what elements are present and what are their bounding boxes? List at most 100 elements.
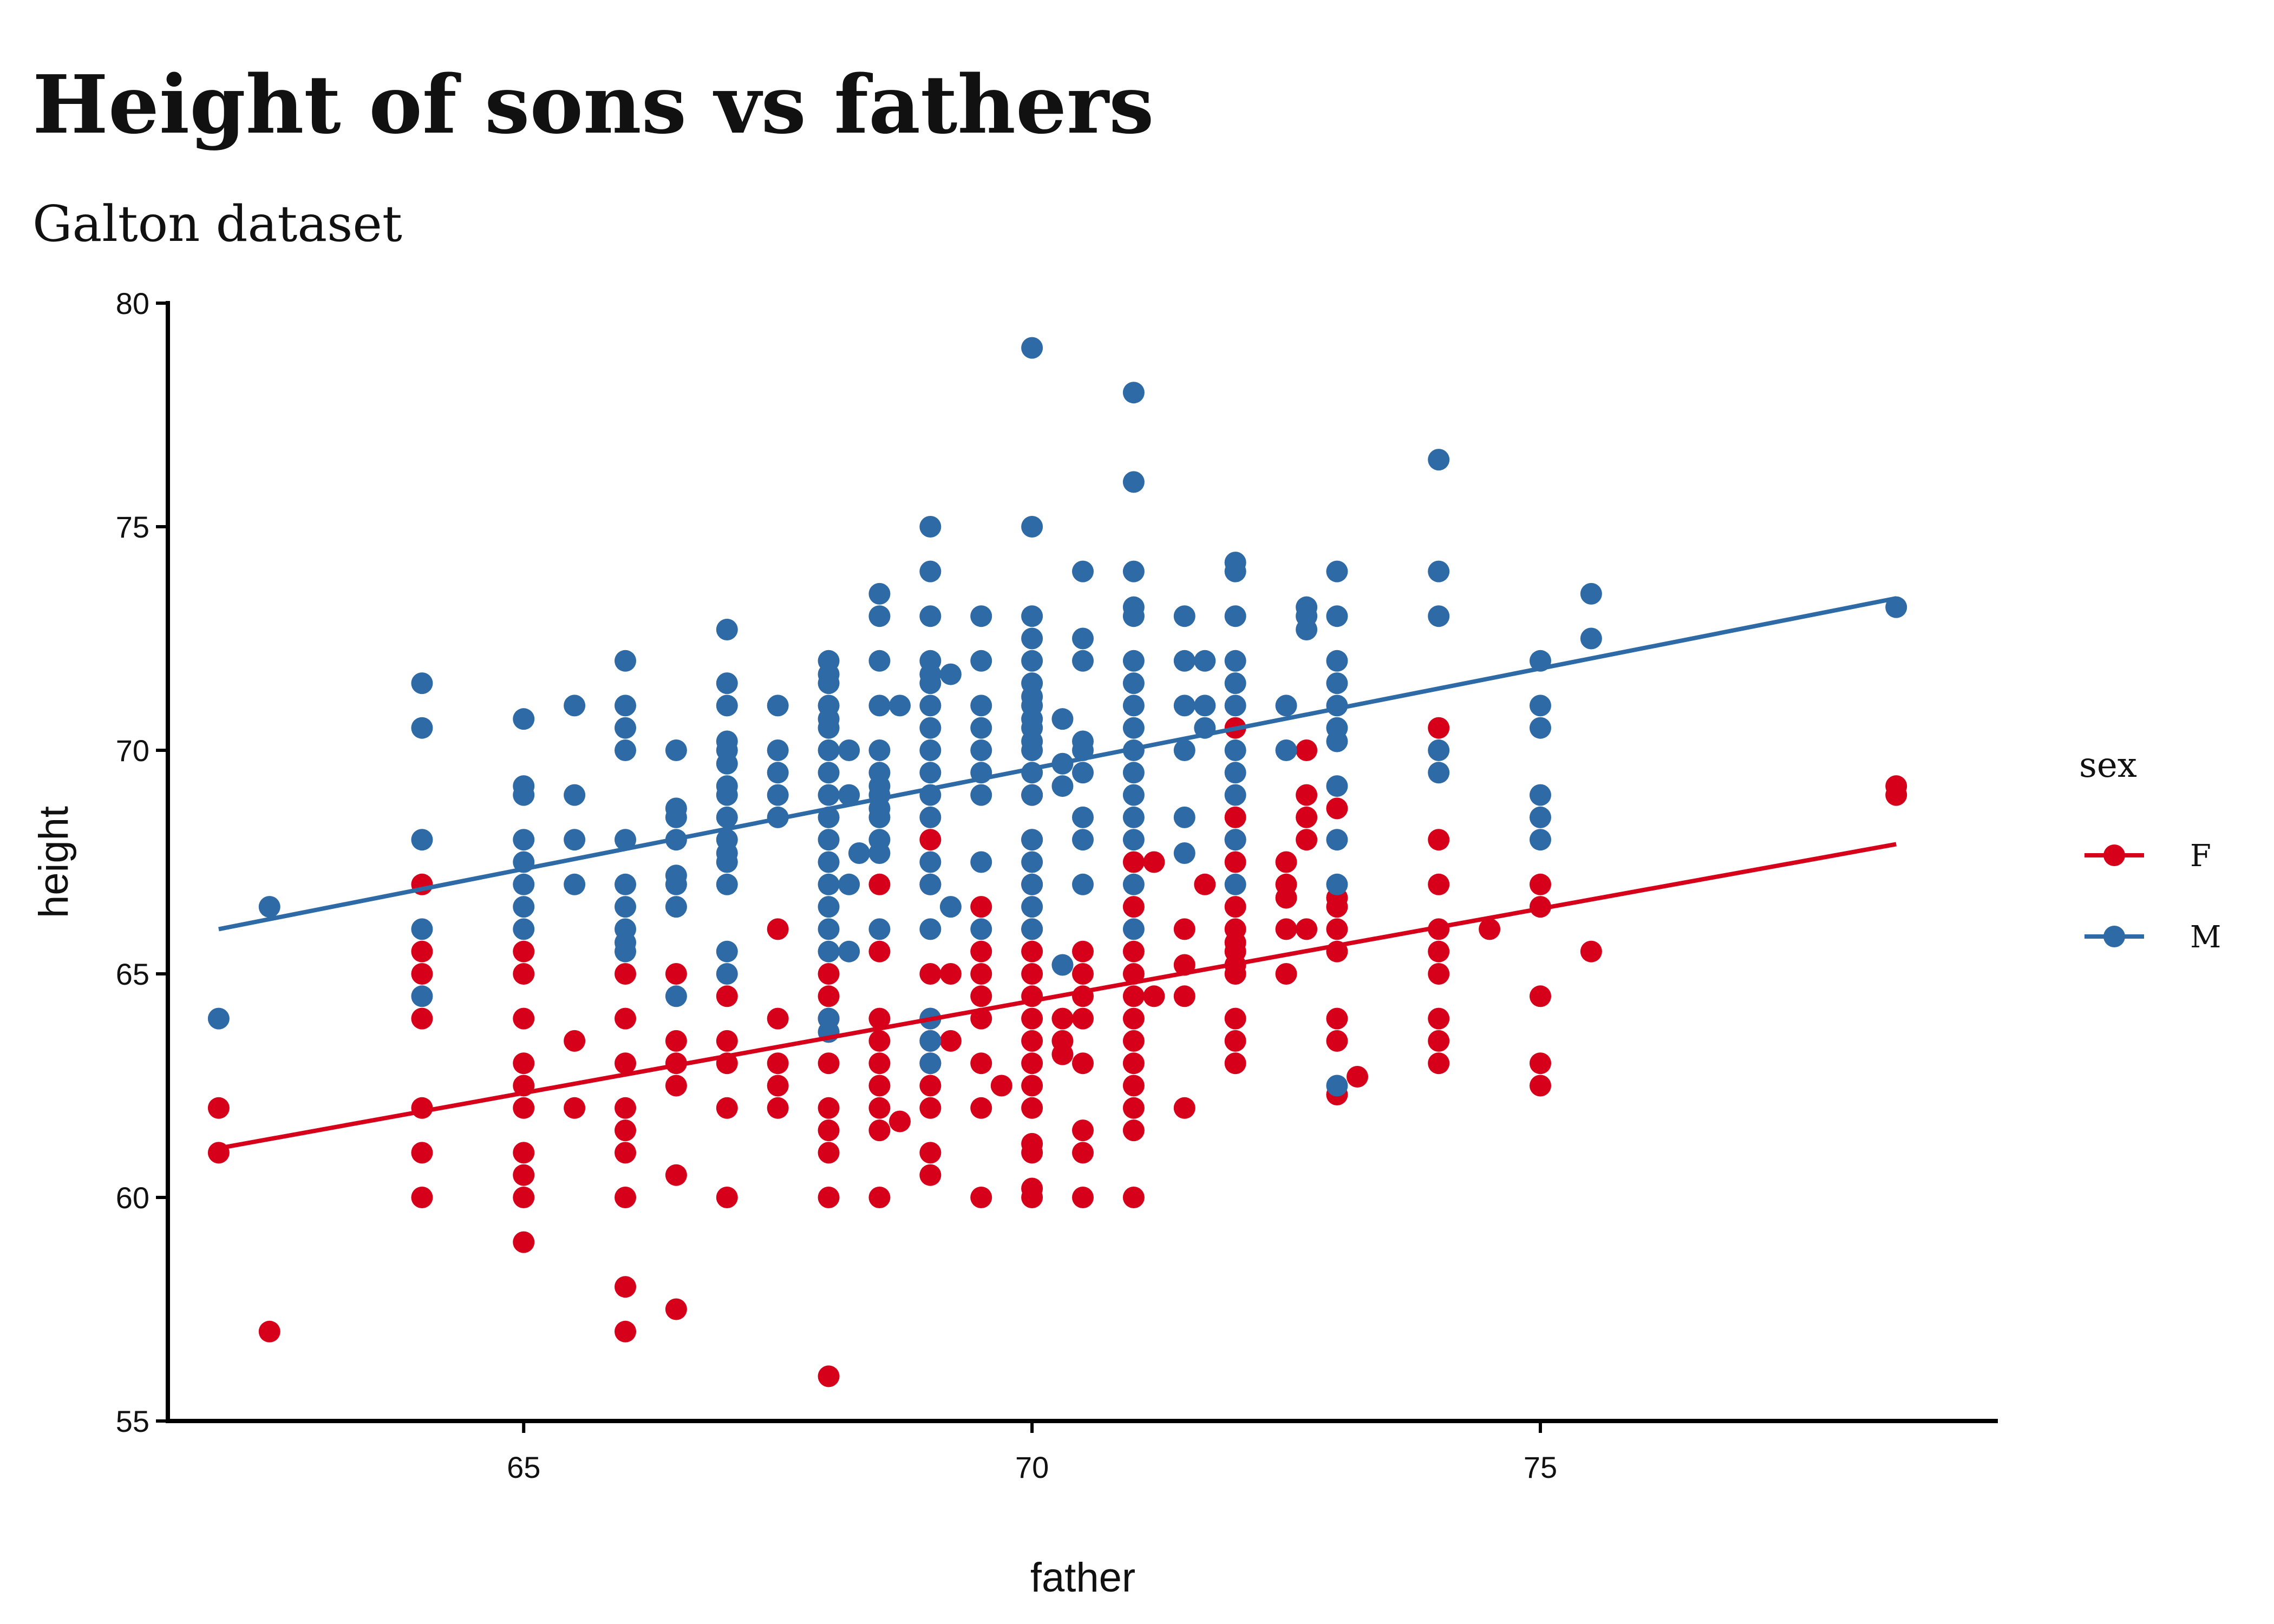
data-point-m (716, 873, 738, 895)
data-point-f (665, 1030, 687, 1052)
data-point-f (615, 1097, 636, 1119)
data-point-m (1326, 730, 1348, 752)
data-point-f (1296, 739, 1318, 761)
y-tick-label: 70 (116, 734, 149, 768)
data-point-m (513, 873, 535, 895)
data-point-f (1122, 1075, 1145, 1097)
data-point-m (1122, 784, 1145, 806)
data-point-f (767, 1052, 789, 1075)
y-tick-label: 80 (116, 286, 149, 320)
data-point-m (1122, 471, 1145, 493)
data-point-m (1296, 618, 1318, 640)
data-point-f (1275, 851, 1297, 873)
data-point-m (1122, 806, 1145, 828)
data-point-m (919, 873, 942, 895)
data-point-f (258, 1320, 280, 1343)
data-point-f (513, 940, 535, 962)
data-point-f (1021, 963, 1043, 985)
data-point-f (1021, 1007, 1043, 1030)
data-point-f (1021, 1187, 1043, 1208)
fit-line-m (218, 596, 1897, 932)
data-point-f (1122, 940, 1145, 962)
data-point-m (970, 739, 992, 761)
data-point-m (919, 806, 942, 828)
data-point-f (1224, 851, 1246, 873)
data-point-m (1530, 784, 1551, 806)
data-point-f (1122, 985, 1145, 1007)
data-point-m (513, 918, 535, 940)
data-point-f (513, 1097, 535, 1119)
data-point-f (513, 1164, 535, 1186)
data-point-m (716, 672, 738, 695)
data-point-m (564, 695, 586, 717)
data-point-m (564, 829, 586, 851)
data-point-m (818, 672, 840, 695)
data-point-m (1122, 762, 1145, 784)
data-point-f (1122, 1097, 1145, 1119)
data-point-m (1122, 382, 1145, 404)
x-axis-ticks: 65 70 75 (507, 1421, 1557, 1484)
data-point-f (1275, 963, 1297, 985)
data-point-m (615, 650, 636, 672)
data-point-f (1122, 896, 1145, 918)
data-point-f (1072, 1007, 1094, 1030)
data-point-f (665, 1164, 687, 1186)
data-point-m (919, 695, 942, 717)
data-point-f (1072, 1142, 1094, 1164)
data-point-f (716, 1030, 738, 1052)
data-point-f (1428, 1052, 1450, 1075)
data-point-m (970, 851, 992, 873)
data-point-m (1194, 695, 1216, 717)
data-point-f (615, 1052, 636, 1075)
data-point-f (919, 1075, 942, 1097)
x-tick-label: 65 (507, 1450, 540, 1484)
data-point-m (1326, 650, 1348, 672)
data-point-m (1194, 650, 1216, 672)
data-point-f (868, 1030, 891, 1052)
data-point-f (970, 1052, 992, 1075)
data-point-f (1224, 963, 1246, 985)
data-point-f (1122, 851, 1145, 873)
data-point-f (1072, 963, 1094, 985)
data-point-m (411, 829, 433, 851)
data-point-f (513, 1142, 535, 1164)
data-point-f (767, 1097, 789, 1119)
data-point-f (615, 963, 636, 985)
data-point-m (868, 605, 891, 627)
data-point-m (1173, 695, 1195, 717)
data-point-m (513, 829, 535, 851)
data-point-m (716, 784, 738, 806)
data-point-m (1224, 560, 1246, 582)
data-point-m (1530, 829, 1551, 851)
data-point-f (513, 963, 535, 985)
data-point-m (868, 739, 891, 761)
data-point-m (818, 918, 840, 940)
data-point-f (1530, 873, 1551, 895)
data-point-m (1122, 829, 1145, 851)
data-point-m (1224, 739, 1246, 761)
data-point-m (818, 940, 840, 962)
data-point-m (1021, 605, 1043, 627)
data-point-m (868, 918, 891, 940)
data-point-m (767, 695, 789, 717)
data-point-f (1428, 1007, 1450, 1030)
data-point-f (1122, 1007, 1145, 1030)
data-point-f (1428, 940, 1450, 962)
data-point-m (919, 605, 942, 627)
data-point-f (970, 985, 992, 1007)
legend-item-f: F (2084, 839, 2211, 874)
data-point-f (1326, 1030, 1348, 1052)
data-point-m (615, 896, 636, 918)
data-point-m (716, 618, 738, 640)
data-point-f (767, 918, 789, 940)
data-point-m (818, 829, 840, 851)
data-point-f (1021, 1097, 1043, 1119)
data-point-f (939, 1030, 962, 1052)
data-point-f (1428, 963, 1450, 985)
data-point-m (919, 672, 942, 695)
legend-label: M (2190, 920, 2221, 955)
data-point-m (818, 717, 840, 739)
data-point-m (1051, 708, 1074, 730)
points-layer (207, 337, 1907, 1387)
data-point-m (919, 1030, 942, 1052)
